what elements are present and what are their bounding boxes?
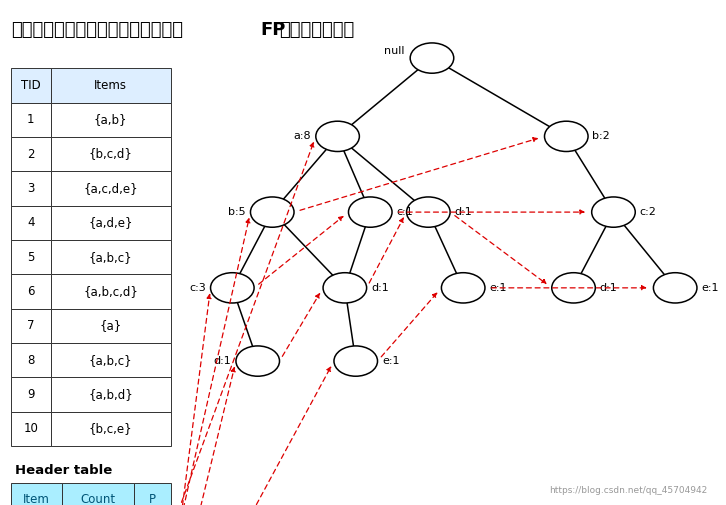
- Text: FP: FP: [261, 21, 286, 39]
- Text: d:1: d:1: [454, 207, 472, 217]
- Text: {a,b,c,d}: {a,b,c,d}: [83, 285, 138, 298]
- Bar: [51, 103, 171, 137]
- Text: {a,b,c}: {a,b,c}: [89, 354, 133, 367]
- Text: {a,c,d,e}: {a,c,d,e}: [83, 182, 138, 195]
- Circle shape: [410, 43, 454, 73]
- Bar: [11, 137, 51, 171]
- Text: e:1: e:1: [489, 283, 507, 293]
- Text: 4: 4: [27, 216, 35, 229]
- Text: d:1: d:1: [214, 356, 232, 366]
- Bar: [51, 274, 171, 309]
- Circle shape: [316, 121, 359, 152]
- Text: {b,c,d}: {b,c,d}: [89, 147, 133, 161]
- Text: 5: 5: [27, 250, 35, 264]
- Text: b:2: b:2: [592, 131, 610, 141]
- Text: {a}: {a}: [99, 319, 122, 332]
- Text: d:1: d:1: [371, 283, 388, 293]
- Text: 树的一条路径。: 树的一条路径。: [280, 21, 355, 39]
- Text: 7: 7: [27, 319, 35, 332]
- Bar: [11, 483, 62, 505]
- Circle shape: [211, 273, 254, 303]
- Text: c:2: c:2: [640, 207, 656, 217]
- Circle shape: [544, 121, 588, 152]
- Text: e:1: e:1: [382, 356, 399, 366]
- Text: {b,c,e}: {b,c,e}: [89, 422, 133, 435]
- Text: 10: 10: [23, 422, 38, 435]
- Circle shape: [441, 273, 485, 303]
- Bar: [51, 68, 171, 103]
- Circle shape: [407, 197, 450, 227]
- Circle shape: [592, 197, 635, 227]
- Circle shape: [348, 197, 392, 227]
- Bar: [51, 412, 171, 446]
- Text: 继续该过程，直到每个事务都映射到: 继续该过程，直到每个事务都映射到: [11, 21, 183, 39]
- Bar: [11, 206, 51, 240]
- Bar: [11, 171, 51, 206]
- Bar: [11, 343, 51, 377]
- Text: 3: 3: [27, 182, 35, 195]
- Text: {a,b}: {a,b}: [94, 113, 128, 126]
- Bar: [11, 68, 51, 103]
- Text: TID: TID: [21, 79, 41, 92]
- Text: Items: Items: [94, 79, 127, 92]
- Text: a:8: a:8: [294, 131, 311, 141]
- Bar: [51, 171, 171, 206]
- Text: 9: 9: [27, 388, 35, 401]
- Bar: [51, 377, 171, 412]
- Bar: [62, 483, 134, 505]
- Bar: [51, 206, 171, 240]
- Text: b:5: b:5: [229, 207, 246, 217]
- Text: Count: Count: [81, 493, 115, 505]
- Circle shape: [323, 273, 367, 303]
- Text: {a,d,e}: {a,d,e}: [89, 216, 133, 229]
- Text: P: P: [149, 493, 156, 505]
- Circle shape: [236, 346, 280, 376]
- Circle shape: [552, 273, 595, 303]
- Text: 8: 8: [27, 354, 35, 367]
- Bar: [11, 103, 51, 137]
- Bar: [51, 137, 171, 171]
- Circle shape: [334, 346, 378, 376]
- Bar: [51, 309, 171, 343]
- Text: 2: 2: [27, 147, 35, 161]
- Bar: [11, 309, 51, 343]
- Text: Item: Item: [23, 493, 50, 505]
- Text: e:1: e:1: [701, 283, 719, 293]
- Circle shape: [653, 273, 697, 303]
- Bar: [11, 274, 51, 309]
- Text: Header table: Header table: [15, 464, 112, 477]
- Bar: [51, 343, 171, 377]
- Text: 1: 1: [27, 113, 35, 126]
- Bar: [134, 483, 171, 505]
- Bar: [51, 240, 171, 274]
- Text: 6: 6: [27, 285, 35, 298]
- Bar: [11, 240, 51, 274]
- Text: {a,b,c}: {a,b,c}: [89, 250, 133, 264]
- Circle shape: [250, 197, 294, 227]
- Bar: [11, 377, 51, 412]
- Text: c:1: c:1: [396, 207, 413, 217]
- Text: null: null: [384, 45, 404, 56]
- Text: {a,b,d}: {a,b,d}: [89, 388, 133, 401]
- Bar: [11, 412, 51, 446]
- Text: d:1: d:1: [600, 283, 617, 293]
- Text: c:3: c:3: [189, 283, 206, 293]
- Text: https://blog.csdn.net/qq_45704942: https://blog.csdn.net/qq_45704942: [550, 486, 708, 495]
